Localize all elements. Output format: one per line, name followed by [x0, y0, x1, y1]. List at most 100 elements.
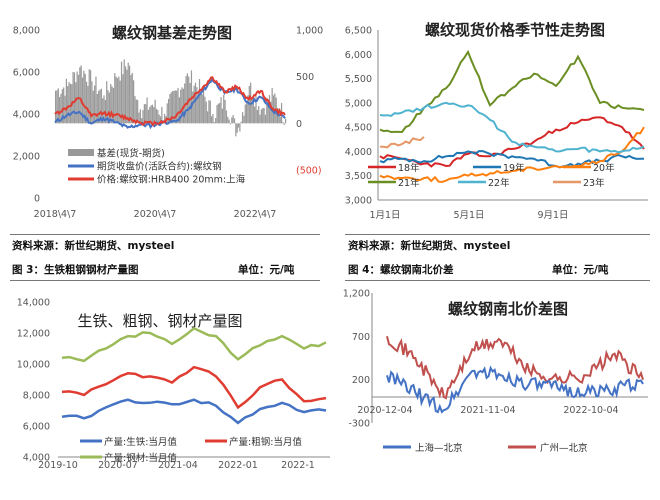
legend-label: 20年: [593, 162, 615, 174]
basis-bar: [89, 70, 92, 124]
left-axis-tick: 6,000: [13, 68, 40, 79]
basis-bar: [231, 117, 233, 124]
basis-bar: [111, 86, 113, 124]
basis-bar: [60, 93, 62, 124]
basis-bar: [94, 85, 96, 124]
basis-chart: 螺纹钢基差走势图 0 2,000 4,000 6,000 8,000 (500) 0 500 1,…: [13, 24, 323, 220]
basis-bar: [145, 104, 147, 124]
basis-bar: [67, 86, 69, 124]
basis-bar: [259, 114, 261, 124]
figure-3-unit: 单位：元/吨: [238, 264, 295, 276]
basis-bar: [200, 90, 202, 124]
y-axis-tick: 1,200: [343, 289, 370, 300]
basis-bar: [75, 82, 77, 124]
spread-chart-panel: 螺纹钢南北价差图 -300 200 700 1,200 2020-12-04 2021-11…: [330, 282, 660, 500]
basis-bar: [217, 103, 219, 124]
basis-bar: [263, 107, 265, 124]
legend-label: 产量:生铁:当月值: [104, 436, 177, 448]
legend-label: 价格:螺纹钢:HRB400 20mm:上海: [97, 174, 246, 186]
x-axis-tick: 2022-01: [218, 460, 258, 471]
basis-bar: [126, 69, 128, 124]
x-axis-tick: 2018\4\7: [34, 209, 77, 220]
y-axis-tick: 5,500: [345, 74, 372, 85]
basis-bar: [98, 90, 100, 124]
basis-bar: [176, 90, 178, 124]
basis-bar: [224, 100, 226, 124]
figure-4-unit: 单位：元/吨: [552, 264, 609, 276]
basis-bar: [185, 75, 187, 124]
basis-bar: [154, 99, 156, 124]
series-line-20年: [379, 126, 645, 183]
basis-bar: [223, 94, 225, 124]
basis-bar: [268, 95, 271, 124]
legend-label: 上海—北京: [415, 442, 463, 454]
basis-bar: [118, 76, 120, 124]
series-line-23年: [379, 136, 425, 149]
basis-bar: [245, 101, 248, 124]
basis-bar: [192, 91, 194, 124]
basis-bar: [241, 112, 244, 124]
x-axis-tick: 2022-10-04: [563, 405, 618, 416]
source-note-left: 资料来源：新世纪期货、mysteel: [12, 240, 175, 252]
production-chart: 生铁、粗钢、钢材产量图 4,000 6,000 8,000 10,000 12,000 14…: [17, 298, 330, 471]
basis-bar: [100, 88, 102, 124]
series-line: [386, 336, 644, 400]
basis-bar: [55, 90, 57, 124]
legend-swatch: [68, 149, 94, 156]
basis-bar: [68, 82, 70, 124]
basis-bar: [172, 91, 174, 124]
y-axis-tick: 4,500: [345, 123, 372, 134]
basis-bar: [122, 74, 124, 124]
x-axis-tick: 2019-10: [38, 460, 78, 471]
basis-bar: [150, 105, 152, 124]
y-axis-tick: 5,000: [345, 98, 372, 109]
basis-bar: [147, 109, 150, 124]
basis-bar: [158, 114, 160, 124]
basis-bar: [225, 110, 228, 124]
chart-title: 螺纹现货价格季节性走势图: [425, 21, 605, 39]
divider-left-2: [10, 280, 320, 281]
x-axis-tick: 1月1日: [369, 210, 400, 221]
basis-bar: [270, 101, 272, 124]
legend-label: 期货收盘价(活跃合约):螺纹钢: [97, 161, 222, 173]
basis-bar: [213, 122, 215, 124]
basis-bar: [56, 90, 58, 124]
basis-bar: [87, 85, 89, 124]
basis-bar: [128, 65, 131, 124]
basis-bar: [209, 100, 211, 124]
legend-label: 22年: [488, 177, 510, 189]
basis-bar: [65, 78, 67, 124]
chart-title: 螺纹钢南北价差图: [448, 300, 568, 318]
basis-bar: [135, 99, 137, 124]
basis-bar: [219, 102, 221, 124]
basis-bar: [266, 97, 268, 124]
basis-bar: [134, 96, 136, 124]
basis-bar: [127, 62, 129, 124]
x-axis-tick: 9月1日: [537, 210, 568, 221]
y-axis-tick: 200: [352, 375, 370, 386]
basis-bar: [204, 96, 206, 124]
legend-label: 产量:钢材:当月值: [104, 452, 177, 464]
basis-bar: [114, 73, 116, 124]
basis-bar: [73, 72, 76, 124]
basis-bar: [141, 118, 143, 124]
basis-bar: [99, 89, 101, 124]
basis-bar: [143, 104, 145, 124]
basis-bar: [279, 116, 281, 124]
right-axis-tick: (500): [296, 166, 322, 177]
spread-chart: 螺纹钢南北价差图 -300 200 700 1,200 2020-12-04 2021-11…: [343, 289, 648, 454]
basis-bar: [130, 75, 132, 124]
basis-bar: [181, 87, 183, 124]
basis-bar: [138, 112, 140, 124]
basis-bar: [212, 114, 214, 124]
basis-bar: [228, 119, 230, 124]
basis-bar: [146, 97, 148, 124]
basis-bar: [220, 97, 222, 124]
x-axis-tick: 5月1日: [453, 210, 484, 221]
series-line-18年: [379, 116, 645, 168]
basis-bar: [198, 79, 201, 124]
basis-bar: [208, 100, 210, 124]
basis-bar: [252, 100, 254, 124]
basis-bar: [91, 81, 93, 124]
right-axis-tick: 0: [296, 119, 302, 130]
